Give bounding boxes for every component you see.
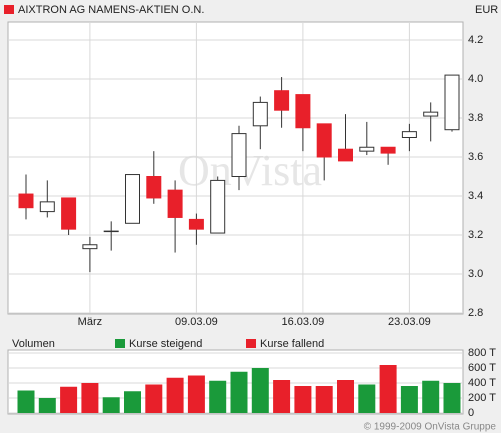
candle-body <box>125 174 140 224</box>
volume-bar <box>209 380 227 413</box>
candle-body <box>338 148 353 162</box>
x-tick-label: 16.03.09 <box>281 316 324 328</box>
volume-bar <box>230 371 248 413</box>
volume-bar <box>166 377 184 413</box>
candle-body <box>188 218 204 230</box>
y-tick-label: 3.6 <box>468 151 483 163</box>
y-tick-label: 3.0 <box>468 268 483 280</box>
candle-body <box>444 74 460 131</box>
legend-label: Kurse steigend <box>129 338 202 350</box>
y-tick-label: 3.2 <box>468 229 483 241</box>
y-tick-label: 3.4 <box>468 190 483 202</box>
y-tick-label: 800 T <box>468 347 496 359</box>
volume-bar <box>337 380 354 413</box>
candle-body <box>359 146 375 152</box>
candle-body <box>167 189 183 218</box>
volume-bar <box>422 380 440 413</box>
candle-body <box>423 111 439 117</box>
volume-bar <box>315 386 333 413</box>
y-tick-label: 200 T <box>468 392 496 404</box>
y-tick-label: 400 T <box>468 377 496 389</box>
x-tick-label: 23.03.09 <box>388 316 431 328</box>
x-tick-label: März <box>78 316 102 328</box>
watermark: OnVista <box>178 146 322 195</box>
x-tick-label: 09.03.09 <box>175 316 218 328</box>
candle-body <box>401 131 417 138</box>
y-tick-label: 0 <box>468 407 474 419</box>
candle-body <box>103 230 119 233</box>
volume-bar <box>187 375 205 413</box>
volume-bar <box>81 383 99 413</box>
candle-body <box>210 179 226 234</box>
title-icon <box>4 5 14 14</box>
y-tick-label: 4.2 <box>468 34 483 46</box>
candle-body <box>82 244 98 250</box>
candle-body <box>295 94 311 129</box>
volume-bar <box>379 365 397 413</box>
volume-bar <box>251 368 269 413</box>
legend-swatch <box>246 339 256 348</box>
volume-bar <box>400 386 418 413</box>
volume-bar <box>443 383 461 413</box>
candle-body <box>274 90 290 111</box>
y-tick-label: 4.0 <box>468 73 483 85</box>
legend-label: Kurse fallend <box>260 338 324 350</box>
volume-bar <box>38 398 56 413</box>
y-tick-label: 600 T <box>468 362 496 374</box>
volume-bar <box>124 391 141 413</box>
candle-body <box>380 146 396 154</box>
volume-bar <box>60 386 78 413</box>
candle-body <box>39 201 55 213</box>
currency: EUR <box>475 4 498 16</box>
copyright: © 1999-2009 OnVista Gruppe <box>364 422 497 433</box>
y-tick-label: 2.8 <box>468 307 483 319</box>
chart-title: AIXTRON AG NAMENS-AKTIEN O.N. <box>18 4 204 16</box>
candle-body <box>316 123 332 158</box>
candle-body <box>18 193 34 209</box>
candle-body <box>61 197 77 230</box>
candle-body <box>231 133 247 178</box>
volume-title: Volumen <box>12 338 55 350</box>
volume-bar <box>358 384 376 413</box>
volume-bar <box>145 384 163 413</box>
candle-body <box>252 101 268 127</box>
volume-bar <box>294 386 312 413</box>
candle-body <box>146 176 162 199</box>
legend-swatch <box>115 339 125 348</box>
volume-bar <box>102 397 120 413</box>
volume-bar <box>273 380 291 413</box>
volume-bar <box>17 390 35 413</box>
y-tick-label: 3.8 <box>468 112 483 124</box>
